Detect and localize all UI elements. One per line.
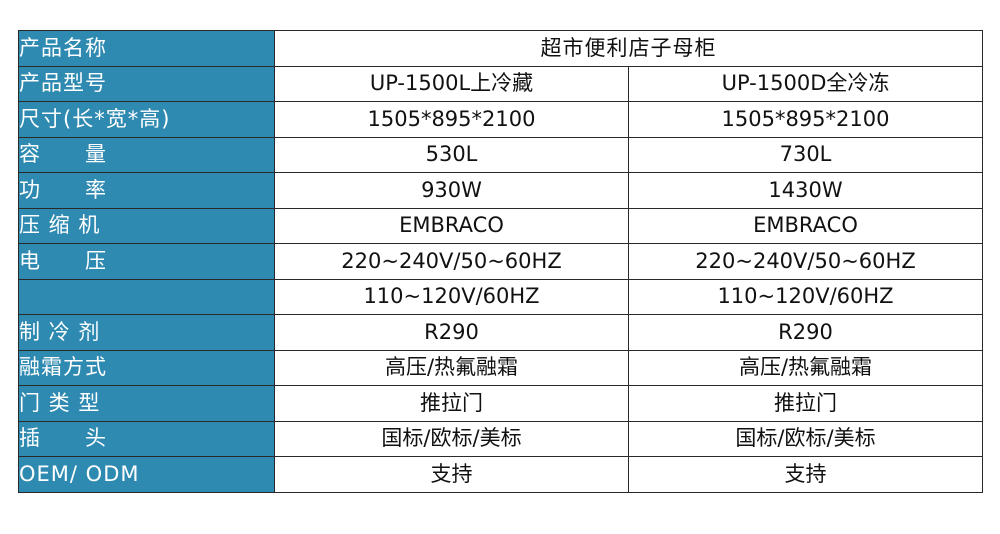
cell-model-b: R290 <box>628 314 983 351</box>
table-row: 尺寸(长*宽*高) 1505*895*2100 1505*895*2100 <box>18 101 983 138</box>
cell-model-b: 220~240V/50~60HZ <box>628 243 983 280</box>
cell-model-a: 推拉门 <box>274 385 629 422</box>
row-label: 容 量 <box>18 136 275 173</box>
cell-model-a: UP-1500L上冷藏 <box>274 65 629 102</box>
cell-model-a: 高压/热氟融霜 <box>274 349 629 386</box>
row-label: 产品型号 <box>18 65 275 102</box>
cell-model-b: UP-1500D全冷冻 <box>628 65 983 102</box>
table-row: 融霜方式 高压/热氟融霜 高压/热氟融霜 <box>18 349 983 386</box>
cell-model-a: 国标/欧标/美标 <box>274 420 629 457</box>
table-row: 功 率 930W 1430W <box>18 172 983 209</box>
table-row: 制 冷 剂 R290 R290 <box>18 314 983 351</box>
cell-model-b: 110~120V/60HZ <box>628 278 983 315</box>
cell-model-a: 930W <box>274 172 629 209</box>
row-label: 压 缩 机 <box>18 207 275 244</box>
table-row: 压 缩 机 EMBRACO EMBRACO <box>18 207 983 244</box>
cell-model-a: 220~240V/50~60HZ <box>274 243 629 280</box>
row-label: 融霜方式 <box>18 349 275 386</box>
row-label <box>18 278 275 315</box>
row-label: 电 压 <box>18 243 275 280</box>
cell-model-a: 1505*895*2100 <box>274 101 629 138</box>
cell-model-b: 高压/热氟融霜 <box>628 349 983 386</box>
cell-model-b: 支持 <box>628 456 983 493</box>
row-label: 插 头 <box>18 420 275 457</box>
table-row: 产品型号 UP-1500L上冷藏 UP-1500D全冷冻 <box>18 65 983 102</box>
table-row: 容 量 530L 730L <box>18 136 983 173</box>
row-label: 产品名称 <box>18 30 275 67</box>
product-spec-table: 产品名称 超市便利店子母柜 产品型号 UP-1500L上冷藏 UP-1500D全… <box>18 30 983 493</box>
table-row: OEM/ ODM 支持 支持 <box>18 456 983 493</box>
table-row: 插 头 国标/欧标/美标 国标/欧标/美标 <box>18 420 983 457</box>
cell-model-a: 支持 <box>274 456 629 493</box>
cell-model-b: 730L <box>628 136 983 173</box>
row-label: OEM/ ODM <box>18 456 275 493</box>
table-row: 电 压 220~240V/50~60HZ 220~240V/50~60HZ <box>18 243 983 280</box>
cell-model-b: 推拉门 <box>628 385 983 422</box>
cell-model-b: 1430W <box>628 172 983 209</box>
cell-model-b: EMBRACO <box>628 207 983 244</box>
cell-model-a: 530L <box>274 136 629 173</box>
cell-model-a: R290 <box>274 314 629 351</box>
table-row: 110~120V/60HZ 110~120V/60HZ <box>18 278 983 315</box>
product-name-value: 超市便利店子母柜 <box>274 30 983 67</box>
row-label: 尺寸(长*宽*高) <box>18 101 275 138</box>
cell-model-b: 国标/欧标/美标 <box>628 420 983 457</box>
row-label: 功 率 <box>18 172 275 209</box>
cell-model-a: EMBRACO <box>274 207 629 244</box>
table-row-product-name: 产品名称 超市便利店子母柜 <box>18 30 983 67</box>
row-label: 制 冷 剂 <box>18 314 275 351</box>
table-row: 门 类 型 推拉门 推拉门 <box>18 385 983 422</box>
cell-model-b: 1505*895*2100 <box>628 101 983 138</box>
row-label: 门 类 型 <box>18 385 275 422</box>
cell-model-a: 110~120V/60HZ <box>274 278 629 315</box>
